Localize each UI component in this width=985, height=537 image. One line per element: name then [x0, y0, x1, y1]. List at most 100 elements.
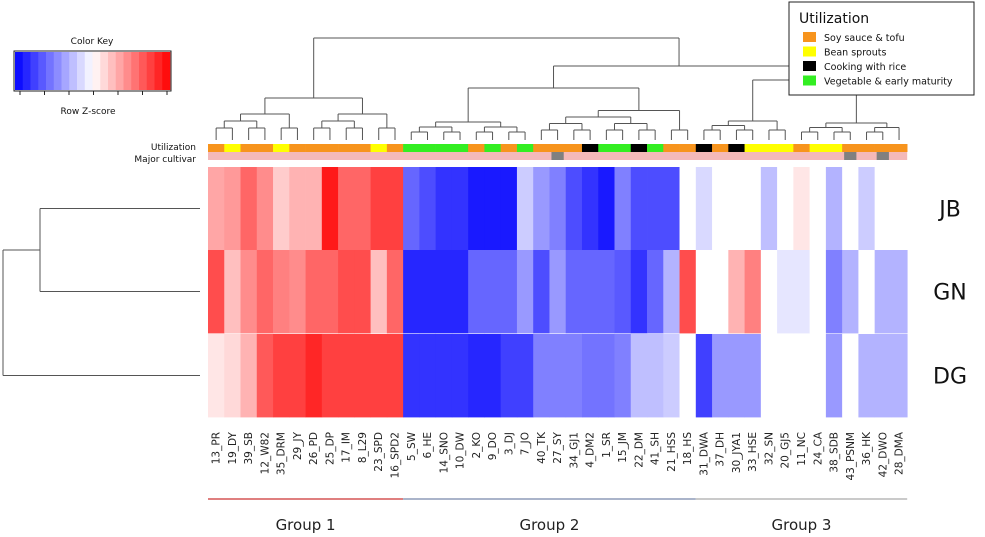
color-key-swatch [38, 52, 47, 90]
color-key-swatch [61, 52, 70, 90]
heatmap-cell [370, 250, 388, 334]
heatmap-cell [435, 167, 453, 251]
heatmap-cell [500, 334, 518, 418]
heatmap-cell [403, 250, 420, 334]
heatmap-cell [338, 250, 355, 334]
heatmap-cell [484, 167, 502, 251]
utilization-cell [484, 144, 501, 152]
heatmap-cell [240, 167, 258, 251]
heatmap-cell [451, 334, 469, 418]
heatmap-cell [468, 334, 485, 418]
column-label: 3_DJ [503, 432, 515, 455]
column-label: 27_SY [552, 431, 564, 463]
utilization-cell [744, 144, 762, 152]
heatmap-cell [370, 334, 388, 418]
utilization-cell [468, 144, 485, 152]
heatmap-cell [224, 167, 241, 251]
heatmap-cell [549, 250, 567, 334]
utilization-cell [386, 144, 404, 152]
column-label: 24_CA [812, 431, 824, 465]
heatmap-cell [403, 334, 420, 418]
heatmap-cell [890, 334, 908, 418]
heatmap-cell [565, 250, 583, 334]
column-label: 15_JM [617, 432, 629, 463]
utilization-cell [663, 144, 680, 152]
heatmap-cell [354, 334, 371, 418]
legend-swatch [803, 46, 816, 57]
heatmap-cell [419, 250, 437, 334]
column-label: 22_DM [633, 432, 645, 468]
heatmap-cell [728, 167, 745, 251]
heatmap-cell [289, 250, 306, 334]
heatmap-cell [451, 250, 469, 334]
utilization-cell [289, 144, 306, 152]
heatmap-cell [695, 334, 713, 418]
utilization-cell [712, 144, 729, 152]
major-cultivar-bar-label: Major cultivar [134, 155, 196, 165]
row-label: DG [933, 365, 967, 390]
heatmap-cell [533, 167, 550, 251]
column-label: 7_JO [520, 432, 532, 455]
heatmap-cell [533, 334, 550, 418]
utilization-cell [760, 144, 778, 152]
heatmap-cell [533, 250, 550, 334]
column-label: 39_SB [243, 432, 255, 464]
legend-title: Utilization [799, 11, 869, 27]
heatmap-cell [777, 167, 794, 251]
heatmap-cell [419, 334, 437, 418]
column-label: 30_JYA1 [731, 432, 743, 473]
heatmap-cell [760, 250, 778, 334]
heatmap-cell [305, 250, 323, 334]
column-label: 41_SH [650, 432, 662, 465]
utilization-cell [273, 144, 290, 152]
heatmap-cell [825, 167, 843, 251]
heatmap-cell [208, 250, 225, 334]
legend-item-label: Bean sprouts [824, 48, 886, 59]
color-key-swatch [154, 52, 163, 90]
utilization-cell [679, 144, 697, 152]
heatmap-cell [842, 250, 859, 334]
heatmap-cell [354, 250, 371, 334]
heatmap-cell [663, 250, 680, 334]
group-label: Group 1 [276, 516, 336, 534]
heatmap-cell [273, 167, 290, 251]
column-label: 32_SN [763, 432, 775, 465]
heatmap-cell [679, 250, 697, 334]
heatmap-cell [500, 167, 518, 251]
heatmap-cell [695, 250, 713, 334]
major-cultivar-bar [208, 152, 908, 160]
heatmap-cell [712, 250, 729, 334]
heatmap-cell [809, 334, 827, 418]
column-label: 12_W82 [259, 432, 271, 474]
heatmap-cell [614, 250, 632, 334]
heatmap-cell [370, 167, 388, 251]
heatmap-cell [874, 334, 892, 418]
utilization-cell [354, 144, 371, 152]
row-labels: JB GN DG [933, 198, 967, 390]
major-cultivar-mark [876, 152, 889, 160]
utilization-cell [890, 144, 908, 152]
legend-swatch [803, 75, 816, 86]
heatmap-cell [468, 250, 485, 334]
heatmap-cell [760, 334, 778, 418]
heatmap-cell [516, 250, 534, 334]
heatmap-cell [565, 167, 583, 251]
utilization-cell [793, 144, 810, 152]
utilization-cell [598, 144, 615, 152]
utilization-cell [647, 144, 664, 152]
heatmap-cell [208, 167, 225, 251]
heatmap-cell [679, 334, 697, 418]
heatmap-cell [338, 334, 355, 418]
heatmap-cell [500, 250, 518, 334]
color-key: Color Key Row Z-score [13, 37, 172, 117]
color-key-swatch [53, 52, 62, 90]
color-key-swatch [84, 52, 93, 90]
heatmap-cell [663, 167, 680, 251]
heatmap-cell [338, 167, 355, 251]
utilization-cell [419, 144, 436, 152]
heatmap-cell [825, 334, 843, 418]
utilization-cell [630, 144, 648, 152]
color-key-label: Row Z-score [60, 107, 115, 117]
color-key-swatch [139, 52, 148, 90]
column-label: 25_DP [324, 432, 336, 465]
